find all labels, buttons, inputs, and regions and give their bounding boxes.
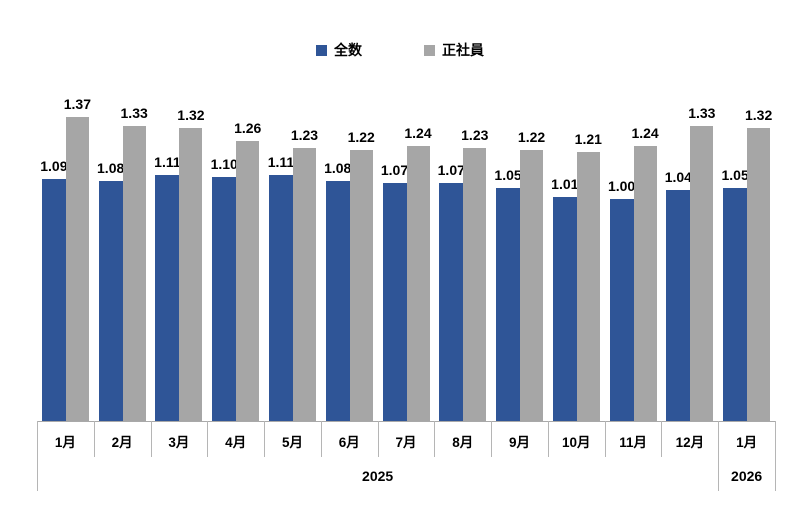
bar-全数-10月-9 <box>552 197 577 421</box>
legend-label-zensu: 全数 <box>334 42 362 58</box>
month-label-11: 12月 <box>675 435 705 450</box>
bar-全数-1月-12 <box>723 188 748 421</box>
value-label-全数-5: 1.08 <box>324 160 352 176</box>
month-label-9: 10月 <box>562 435 591 450</box>
value-label-全数-1: 1.08 <box>97 160 125 176</box>
value-label-正社員-12: 1.32 <box>744 107 773 123</box>
month-label-0: 1月 <box>54 435 76 450</box>
month-tick-5 <box>320 421 322 457</box>
x-axis-line <box>37 421 775 422</box>
value-label-正社員-8: 1.22 <box>517 129 546 145</box>
value-label-正社員-11: 1.33 <box>688 105 716 121</box>
bar-正社員-1月-0 <box>65 117 89 421</box>
bar-全数-5月-4 <box>268 175 293 421</box>
value-label-正社員-3: 1.26 <box>234 120 262 136</box>
bar-全数-1月-0 <box>41 179 66 421</box>
month-tick-11 <box>661 421 663 457</box>
month-tick-7 <box>434 421 436 457</box>
month-tick-6 <box>377 421 379 457</box>
bar-全数-3月-2 <box>155 175 180 421</box>
month-label-6: 7月 <box>395 435 417 450</box>
value-label-正社員-1: 1.33 <box>120 105 148 121</box>
value-label-全数-6: 1.07 <box>380 162 409 178</box>
group-tick-13 <box>775 421 776 491</box>
bar-正社員-1月-12 <box>747 128 771 421</box>
bar-正社員-9月-8 <box>520 150 544 421</box>
legend-swatch-seishain-icon <box>424 44 435 56</box>
group-tick-12 <box>718 421 720 491</box>
value-label-全数-12: 1.05 <box>721 167 749 183</box>
year-label-2025: 2025 <box>362 468 394 484</box>
month-label-5: 6月 <box>338 435 360 450</box>
legend-swatch-zensu-icon <box>316 44 327 56</box>
month-label-10: 11月 <box>619 435 647 450</box>
month-label-7: 8月 <box>452 435 474 450</box>
bar-正社員-10月-9 <box>576 152 600 421</box>
value-label-正社員-5: 1.22 <box>347 129 375 145</box>
month-tick-9 <box>547 421 549 457</box>
bar-正社員-3月-2 <box>179 128 203 421</box>
month-tick-4 <box>264 421 266 457</box>
value-label-正社員-6: 1.24 <box>404 125 432 141</box>
value-label-正社員-2: 1.32 <box>177 107 205 123</box>
month-label-8: 9月 <box>509 435 531 450</box>
year-label-2026: 2026 <box>731 468 763 484</box>
bar-全数-8月-7 <box>439 183 464 421</box>
bar-正社員-12月-11 <box>690 126 714 421</box>
bar-全数-12月-11 <box>666 190 691 421</box>
bar-全数-2月-1 <box>98 181 123 421</box>
bar-正社員-8月-7 <box>463 148 487 421</box>
month-label-3: 4月 <box>225 435 247 450</box>
month-tick-2 <box>150 421 152 457</box>
month-label-1: 2月 <box>111 435 133 450</box>
value-label-全数-0: 1.09 <box>40 158 68 174</box>
value-label-全数-2: 1.11 <box>154 154 181 170</box>
month-tick-1 <box>93 421 95 457</box>
bar-正社員-7月-6 <box>406 146 430 421</box>
value-label-全数-11: 1.04 <box>664 169 692 185</box>
legend-label-seishain: 正社員 <box>442 42 484 58</box>
legend-item-seishain: 正社員 <box>424 40 484 60</box>
bar-正社員-2月-1 <box>122 126 146 421</box>
value-label-全数-7: 1.07 <box>437 162 465 178</box>
bar-全数-9月-8 <box>496 188 521 421</box>
bar-正社員-11月-10 <box>633 146 657 421</box>
bar-正社員-4月-3 <box>236 141 260 421</box>
value-label-正社員-0: 1.37 <box>63 96 91 112</box>
bar-全数-6月-5 <box>325 181 350 421</box>
bar-全数-7月-6 <box>382 183 407 421</box>
bar-全数-11月-10 <box>609 199 634 421</box>
value-label-正社員-9: 1.21 <box>574 131 602 147</box>
month-label-12: 1月 <box>736 435 758 450</box>
value-label-全数-10: 1.00 <box>607 178 636 194</box>
value-label-全数-8: 1.05 <box>494 167 522 183</box>
month-label-2: 3月 <box>168 435 190 450</box>
group-tick-0 <box>37 421 38 491</box>
month-label-4: 5月 <box>281 435 303 450</box>
month-tick-10 <box>604 421 606 457</box>
value-label-正社員-7: 1.23 <box>461 127 489 143</box>
bar-正社員-5月-4 <box>292 148 316 421</box>
month-tick-3 <box>207 421 209 457</box>
value-label-全数-4: 1.11 <box>267 154 295 170</box>
chart-legend: 全数 正社員 <box>0 40 800 60</box>
bar-正社員-6月-5 <box>349 150 373 421</box>
value-label-正社員-10: 1.24 <box>631 125 659 141</box>
value-label-全数-9: 1.01 <box>551 176 579 192</box>
value-label-全数-3: 1.10 <box>210 156 238 172</box>
month-tick-8 <box>491 421 493 457</box>
value-label-正社員-4: 1.23 <box>290 127 319 143</box>
legend-item-zensu: 全数 <box>316 40 362 60</box>
bar-全数-4月-3 <box>212 177 237 421</box>
